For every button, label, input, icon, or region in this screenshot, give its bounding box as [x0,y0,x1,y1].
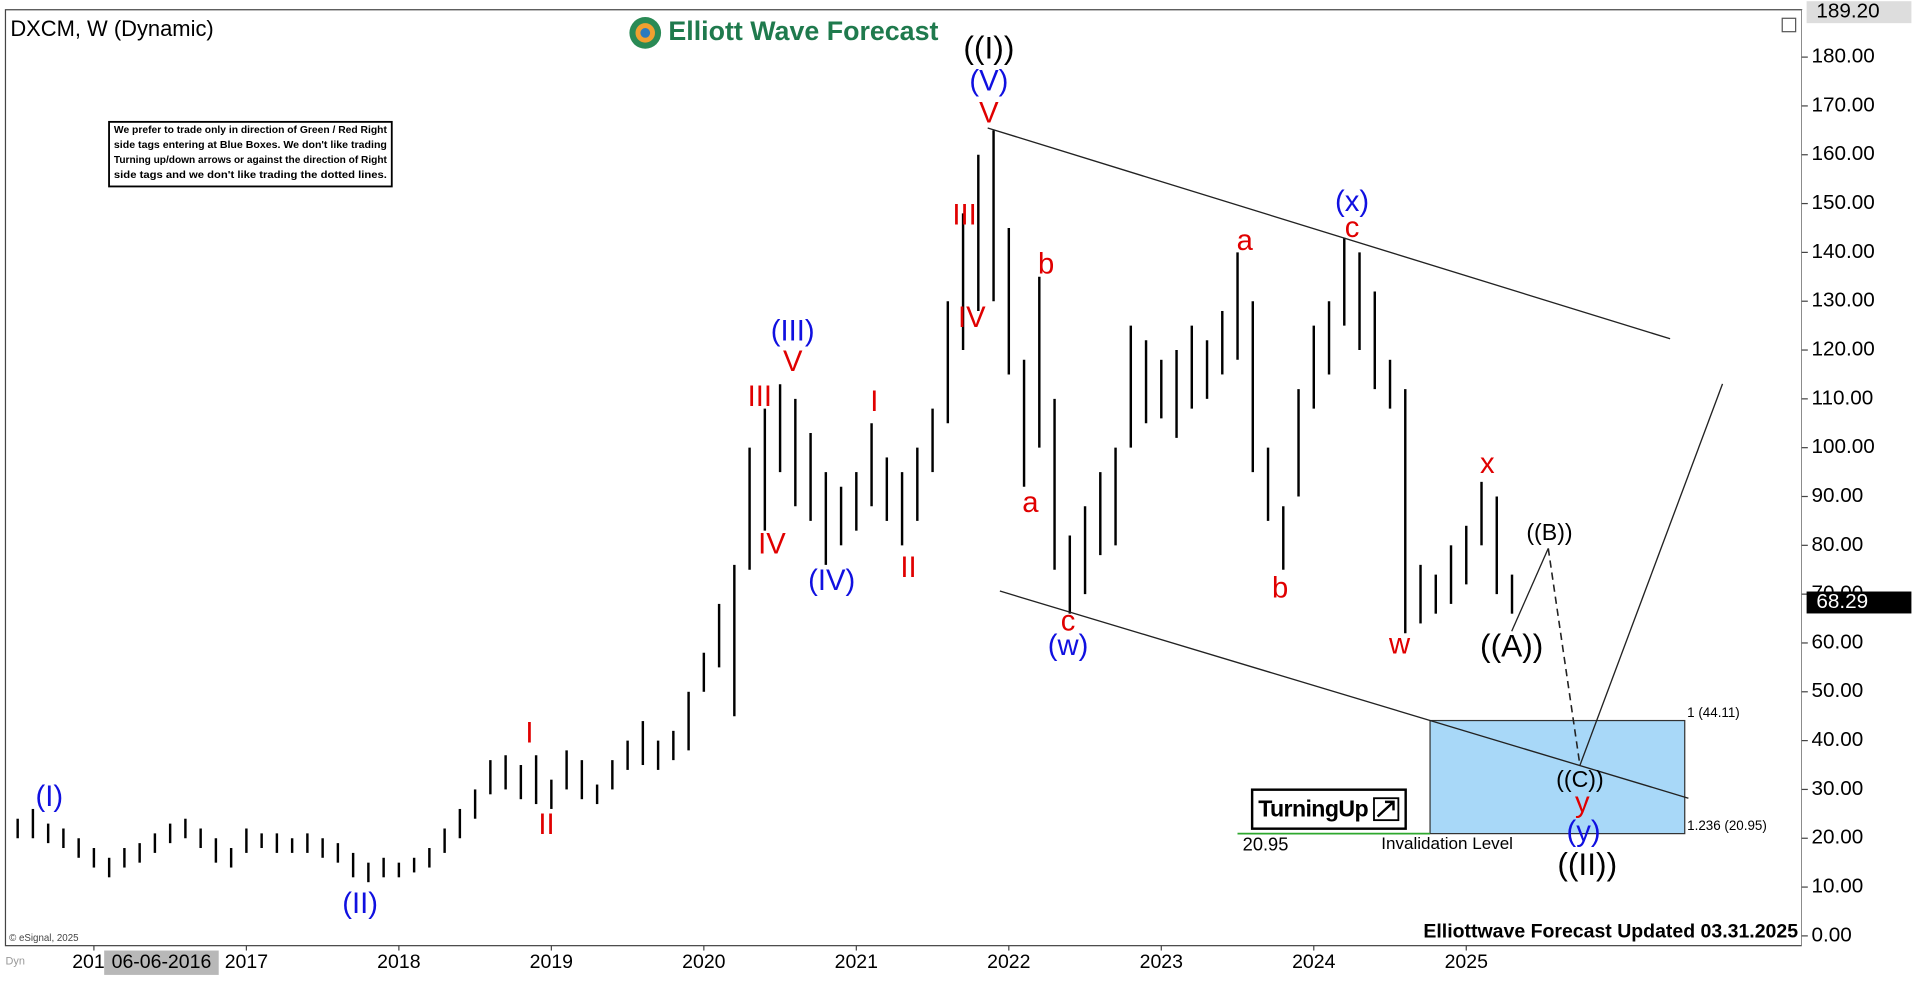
target-box [1429,719,1686,835]
wave-label: II [900,552,916,584]
y-tick-label: 30.00 [1811,777,1863,800]
wave-label: (y) [1567,816,1601,848]
wave-label: V [783,346,803,378]
y-tick-label: 130.00 [1811,289,1874,312]
wave-label: (II) [342,888,378,920]
wave-label: (V) [969,66,1008,98]
trend-line [1511,548,1549,632]
last-price-label: 68.29 [1816,590,1868,613]
wave-label: (III) [771,315,815,347]
trend-line [987,127,1671,340]
wave-label: x [1480,448,1495,480]
x-tick-label: 2022 [987,951,1030,973]
plot: 1 (44.11) 1.236 (20.95) 20.95 Invalidation … [16,29,1767,920]
wave-label: (IV) [808,565,855,597]
invalidation-value: 20.95 [1243,834,1289,855]
y-tick-label: 110.00 [1811,386,1873,409]
x-tick-label: 2017 [225,951,268,973]
y-tick-label: 10.00 [1811,875,1863,898]
x-tick-label: 2018 [377,951,420,973]
y-tick-label: 20.00 [1811,826,1863,849]
box-bottom-label: 1.236 (20.95) [1687,818,1767,833]
wave-label: a [1022,487,1039,519]
axis-top-box [1806,1,1912,24]
y-tick-label: 50.00 [1811,679,1863,702]
signal-arrow [1373,797,1400,822]
x-tick-label: 2021 [835,951,878,973]
y-tick-label: 170.00 [1811,93,1874,116]
y-tick-label: 140.00 [1811,240,1874,263]
note-line: We prefer to trade only in direction of … [114,125,387,136]
trend-line [999,590,1689,799]
footer: Elliottwave Forecast Updated 03.31.2025 [1423,920,1798,942]
x-tick-label: 2023 [1140,951,1183,973]
wave-label: ((I)) [963,29,1014,65]
mode: Dyn [5,955,24,967]
y-tick-label: 120.00 [1811,338,1874,361]
y-tick-label: 150.00 [1811,191,1874,214]
source: © eSignal, 2025 [9,933,78,944]
y-tick-label: 40.00 [1811,728,1863,751]
wave-label: ((II)) [1557,846,1617,882]
wave-label: II [538,809,554,841]
arrow [1376,800,1395,818]
signal-box [1250,788,1407,830]
wave-label: (I) [36,781,64,813]
wave-label: b [1038,248,1054,280]
axis-top-label: 189.20 [1816,0,1879,23]
wave-label: y [1575,787,1590,819]
cursor-date: 06-06-2016 [112,951,212,973]
logo-text: Elliott Wave Forecast [668,16,938,46]
wave-label: I [525,718,533,750]
last-price-box [1806,591,1912,614]
price-axis [1801,9,1912,973]
note-line: side tags entering at Blue Boxes. We don… [114,140,387,151]
x-tick-label: 2019 [530,951,573,973]
x-tick-label: 2025 [1445,951,1489,973]
wave-label: V [979,97,999,129]
wave-label: c [1345,212,1360,244]
note-box [108,120,393,188]
y-tick-label: 160.00 [1811,142,1874,165]
y-tick-label: 180.00 [1811,45,1874,68]
wave-label: ((A)) [1480,628,1543,664]
invalidation-text: Invalidation Level [1381,834,1513,853]
wave-label: ((C)) [1556,766,1604,792]
logo: Elliott Wave Forecast [629,16,939,49]
signal-text: TurningUp [1258,796,1368,822]
y-tick-label: 0.00 [1811,923,1851,946]
trend-line [1579,383,1724,766]
wave-label: IV [758,529,786,561]
y-tick-label: 90.00 [1811,484,1863,507]
wave-label: w [1388,629,1411,661]
note-line: Turning up/down arrows or against the di… [114,155,387,166]
window-icon [1781,17,1797,33]
x-tick-label: 2020 [682,951,726,973]
wave-label: c [1061,605,1076,637]
logo-icon [640,28,651,38]
wave-label: ((B)) [1526,519,1572,545]
wave-label: a [1237,225,1254,257]
arrow-frame [1373,797,1400,822]
wave-label: III [748,381,772,413]
y-tick-label: 60.00 [1811,630,1863,653]
wave-label: (x) [1335,186,1369,218]
y-tick-label: 100.00 [1811,435,1874,458]
note-line: side tags and we don't like trading the … [114,170,387,181]
chart-title: DXCM, W (Dynamic) [10,16,213,41]
x-tick-label: 2024 [1292,951,1336,973]
wave-label: b [1272,573,1288,605]
wave-label: III [952,200,976,232]
note: We prefer to trade only in direction of … [114,125,387,181]
wave-label: IV [958,302,986,334]
cursor-date-box [104,950,219,975]
wave-label: I [870,386,878,418]
y-tick-label: 80.00 [1811,533,1863,556]
wave-label: (w) [1048,630,1089,662]
box-top-label: 1 (44.11) [1687,705,1740,720]
